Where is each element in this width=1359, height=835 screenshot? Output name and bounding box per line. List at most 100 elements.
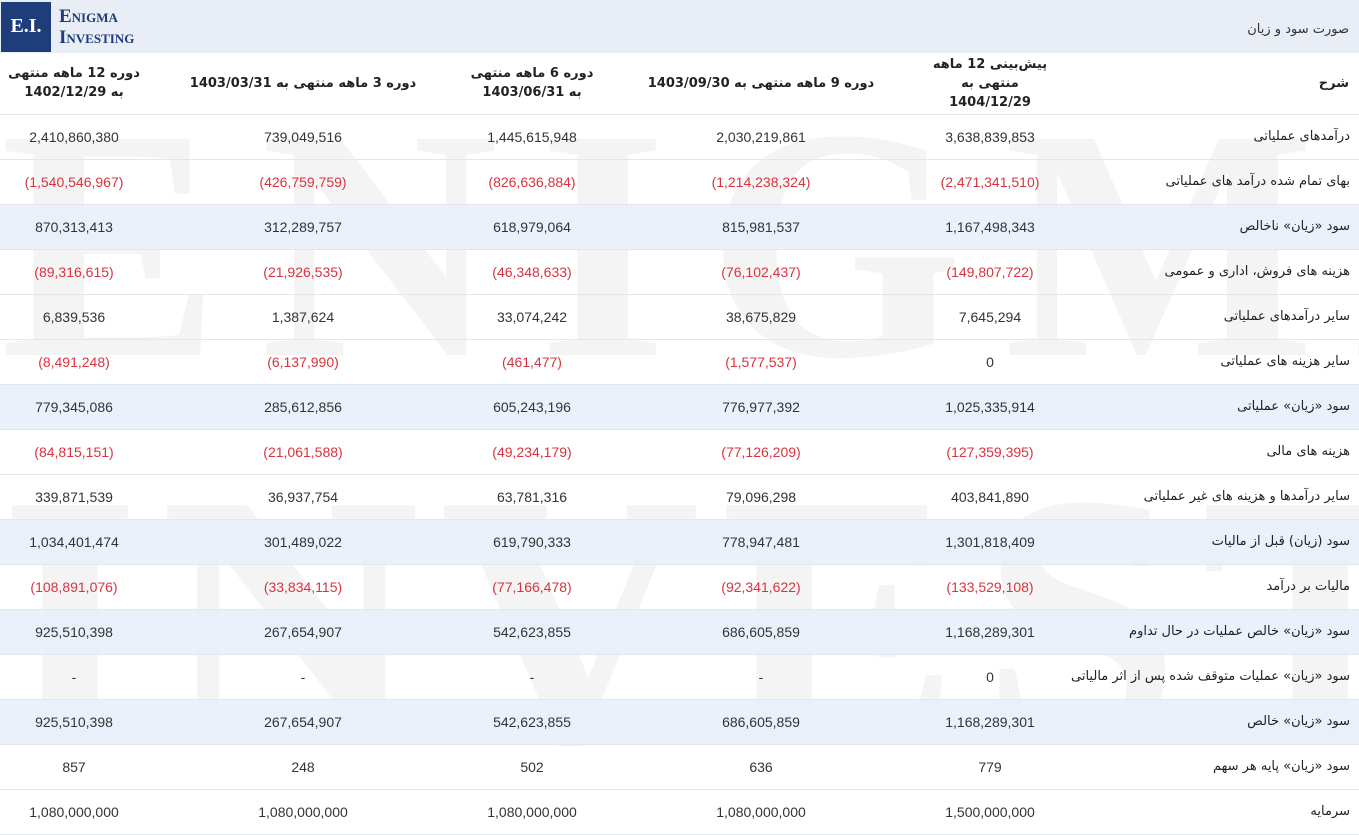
- table-cell-v4: 285,612,856: [148, 384, 458, 430]
- table-cell-v1: (2,471,341,510): [916, 159, 1064, 205]
- table-cell-v2: 815,981,537: [606, 204, 916, 250]
- table-row: 339,871,539 36,937,754 63,781,316 79,096,29…: [0, 474, 1359, 520]
- logo-line-1: Enigma: [59, 5, 118, 27]
- table-cell-v5: 870,313,413: [0, 204, 148, 250]
- table-cell-v4: 267,654,907: [148, 609, 458, 655]
- table-cell-v2: (92,341,622): [606, 564, 916, 610]
- table-cell-v5: 857: [0, 744, 148, 790]
- col-header-3m-1403: دوره 3 ماهه منتهی به 1403/03/31: [148, 53, 458, 115]
- table-cell-v2: (1,577,537): [606, 339, 916, 385]
- row-label: هزینه های فروش، اداری و عمومی: [1064, 249, 1359, 295]
- table-cell-v5: 6,839,536: [0, 294, 148, 340]
- row-label: درآمدهای عملیاتی: [1064, 114, 1359, 160]
- table-cell-v2: 1,080,000,000: [606, 789, 916, 835]
- table-cell-v4: 1,080,000,000: [148, 789, 458, 835]
- table-row: (8,491,248) (6,137,990) (461,477) (1,577,53…: [0, 339, 1359, 385]
- table-row: (1,540,546,967) (426,759,759) (826,636,884…: [0, 159, 1359, 205]
- table-cell-v4: 739,049,516: [148, 114, 458, 160]
- statement-title: صورت سود و زیان: [1247, 22, 1349, 37]
- table-cell-v3: (46,348,633): [458, 249, 606, 295]
- col-header-9m-1403: دوره 9 ماهه منتهی به 1403/09/30: [606, 53, 916, 115]
- table-cell-v5: (89,316,615): [0, 249, 148, 295]
- col-header-description: شرح: [1064, 53, 1359, 115]
- table-cell-v4: (6,137,990): [148, 339, 458, 385]
- row-label: هزینه های مالی: [1064, 429, 1359, 475]
- table-row: 925,510,398 267,654,907 542,623,855 686,605…: [0, 609, 1359, 655]
- table-row: 857 248 502 636 779 سود «زیان» پایه هر سهم: [0, 744, 1359, 790]
- table-cell-v4: (21,926,535): [148, 249, 458, 295]
- row-label: سود «زیان» عملیاتی: [1064, 384, 1359, 430]
- table-cell-v1: (127,359,395): [916, 429, 1064, 475]
- table-cell-v1: 779: [916, 744, 1064, 790]
- row-label: سایر درآمدها و هزینه های غیر عملیاتی: [1064, 474, 1359, 520]
- table-cell-v2: (76,102,437): [606, 249, 916, 295]
- table-cell-v3: (49,234,179): [458, 429, 606, 475]
- table-row: 1,034,401,474 301,489,022 619,790,333 778,9…: [0, 519, 1359, 565]
- table-cell-v1: 0: [916, 654, 1064, 700]
- table-cell-v3: 619,790,333: [458, 519, 606, 565]
- table-cell-v4: 312,289,757: [148, 204, 458, 250]
- table-cell-v2: 38,675,829: [606, 294, 916, 340]
- row-label: سایر درآمدهای عملیاتی: [1064, 294, 1359, 340]
- table-cell-v3: -: [458, 654, 606, 700]
- table-row: (108,891,076) (33,834,115) (77,166,478) (92…: [0, 564, 1359, 610]
- table-cell-v2: 686,605,859: [606, 609, 916, 655]
- col-header-12m-1402: دوره 12 ماهه منتهی به 1402/12/29: [0, 53, 148, 115]
- table-cell-v3: 542,623,855: [458, 699, 606, 745]
- table-cell-v1: 0: [916, 339, 1064, 385]
- table-cell-v1: 1,500,000,000: [916, 789, 1064, 835]
- row-label: مالیات بر درآمد: [1064, 564, 1359, 610]
- table-cell-v4: (33,834,115): [148, 564, 458, 610]
- table-cell-v3: 618,979,064: [458, 204, 606, 250]
- table-cell-v5: 779,345,086: [0, 384, 148, 430]
- col-header-forecast-1404: پیش‌بینی 12 ماهه منتهی به 1404/12/29: [916, 53, 1064, 115]
- row-label: سود (زیان) قبل از مالیات: [1064, 519, 1359, 565]
- table-row: - - - -0 سود «زیان» عملیات متوقف شده پس از ا…: [0, 654, 1359, 700]
- table-row: 6,839,536 1,387,624 33,074,242 38,675,829 7,…: [0, 294, 1359, 340]
- table-cell-v3: (826,636,884): [458, 159, 606, 205]
- table-cell-v4: (21,061,588): [148, 429, 458, 475]
- table-cell-v4: 36,937,754: [148, 474, 458, 520]
- table-cell-v5: 1,080,000,000: [0, 789, 148, 835]
- row-label: سود «زیان» پایه هر سهم: [1064, 744, 1359, 790]
- table-cell-v1: 403,841,890: [916, 474, 1064, 520]
- table-cell-v4: 1,387,624: [148, 294, 458, 340]
- table-cell-v1: 1,025,335,914: [916, 384, 1064, 430]
- table-cell-v2: (77,126,209): [606, 429, 916, 475]
- row-label: سود «زیان» خالص: [1064, 699, 1359, 745]
- table-cell-v1: 1,301,818,409: [916, 519, 1064, 565]
- table-cell-v4: 301,489,022: [148, 519, 458, 565]
- row-label: سایر هزینه های عملیاتی: [1064, 339, 1359, 385]
- table-cell-v2: (1,214,238,324): [606, 159, 916, 205]
- table-cell-v5: 339,871,539: [0, 474, 148, 520]
- table-cell-v3: 63,781,316: [458, 474, 606, 520]
- table-cell-v1: 1,168,289,301: [916, 699, 1064, 745]
- row-label: بهای تمام شده درآمد های عملیاتی: [1064, 159, 1359, 205]
- table-cell-v2: -: [606, 654, 916, 700]
- table-cell-v5: (84,815,151): [0, 429, 148, 475]
- table-cell-v2: 776,977,392: [606, 384, 916, 430]
- row-label: سود «زیان» عملیات متوقف شده پس از اثر ما…: [1064, 654, 1359, 700]
- table-row: 870,313,413 312,289,757 618,979,064 815,981…: [0, 204, 1359, 250]
- table-cell-v2: 79,096,298: [606, 474, 916, 520]
- row-label: سرمایه: [1064, 789, 1359, 835]
- row-label: سود «زیان» خالص عملیات در حال تداوم: [1064, 609, 1359, 655]
- table-cell-v3: 605,243,196: [458, 384, 606, 430]
- table-cell-v1: 7,645,294: [916, 294, 1064, 340]
- table-cell-v4: (426,759,759): [148, 159, 458, 205]
- table-cell-v5: (1,540,546,967): [0, 159, 148, 205]
- table-cell-v5: 925,510,398: [0, 699, 148, 745]
- table-row: (84,815,151) (21,061,588) (49,234,179) (77,…: [0, 429, 1359, 475]
- logo-line-2: Investing: [59, 26, 135, 48]
- header-bar: E.I. Enigma Investing صورت سود و زیان: [0, 0, 1359, 53]
- table-cell-v2: 2,030,219,861: [606, 114, 916, 160]
- logo-mark: E.I.: [1, 1, 51, 52]
- table-row: 779,345,086 285,612,856 605,243,196 776,977…: [0, 384, 1359, 430]
- table-cell-v2: 636: [606, 744, 916, 790]
- table-cell-v3: 1,080,000,000: [458, 789, 606, 835]
- brand-logo[interactable]: E.I. Enigma Investing: [0, 0, 134, 53]
- table-header-row: دوره 12 ماهه منتهی به 1402/12/29 دوره 3 …: [0, 53, 1359, 115]
- table-cell-v2: 686,605,859: [606, 699, 916, 745]
- table-cell-v3: (461,477): [458, 339, 606, 385]
- table-cell-v5: 2,410,860,380: [0, 114, 148, 160]
